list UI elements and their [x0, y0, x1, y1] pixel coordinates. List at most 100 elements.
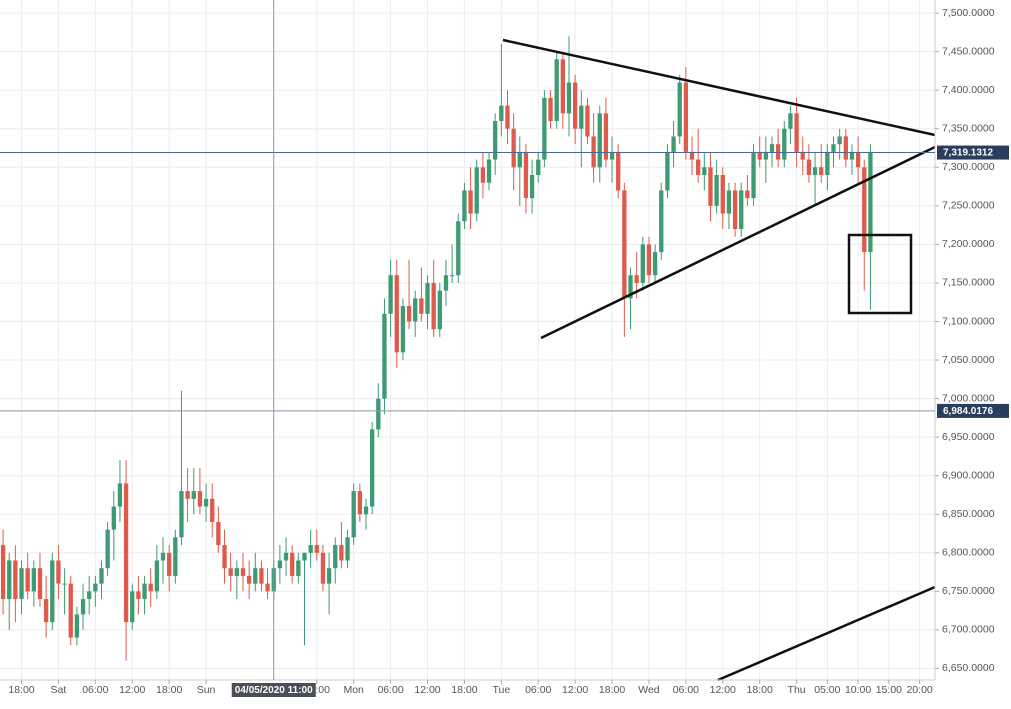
- y-tick-label: 6,900.0000: [942, 469, 995, 481]
- candle-body: [210, 498, 215, 522]
- candle-body: [130, 591, 135, 623]
- highlight-box: [847, 233, 913, 315]
- candle-body: [7, 560, 12, 600]
- candle-body: [259, 568, 264, 584]
- candle-body: [326, 568, 332, 584]
- candle-body: [388, 275, 393, 314]
- candle-body: [68, 583, 73, 638]
- candle-body: [702, 167, 707, 176]
- candle-body: [646, 244, 652, 276]
- candle-body: [819, 167, 824, 176]
- candle-body: [376, 398, 381, 430]
- candle-body: [825, 151, 830, 176]
- candle-body: [345, 537, 350, 561]
- candle-body: [634, 275, 639, 283]
- x-tick-label: 06:00: [673, 684, 699, 696]
- y-tick-label: 7,150.0000: [942, 277, 995, 289]
- candle-body: [277, 560, 283, 569]
- candle-body: [868, 151, 873, 253]
- y-tick-label: 6,750.0000: [942, 585, 995, 597]
- candle-body: [160, 552, 166, 561]
- x-tick-label: Mon: [343, 684, 364, 696]
- x-tick-label: Wed: [638, 684, 660, 696]
- candle-body: [363, 506, 369, 515]
- candle-body: [111, 506, 116, 530]
- candle-body: [689, 151, 695, 160]
- candle-body: [732, 190, 738, 229]
- x-tick-label: 06:00: [377, 684, 403, 696]
- y-tick-label: 6,650.0000: [942, 662, 995, 674]
- candle-body: [523, 151, 529, 199]
- x-tick-label: 12:00: [562, 684, 588, 696]
- x-tick-label: Sun: [197, 684, 216, 696]
- candle-body: [117, 483, 123, 507]
- y-tick-label: 6,850.0000: [942, 508, 995, 520]
- candle-body: [148, 583, 153, 592]
- candle-body: [370, 429, 375, 507]
- candle-body: [228, 568, 233, 576]
- candle-body: [419, 298, 424, 314]
- x-tick-label: Sat: [51, 684, 67, 696]
- y-tick-label: 6,700.0000: [942, 624, 995, 636]
- candle-body: [351, 491, 356, 538]
- candle-body: [763, 151, 768, 160]
- candle-body: [240, 568, 246, 576]
- candle-body: [0, 545, 6, 600]
- candle-body: [339, 545, 344, 561]
- tag-box: [937, 403, 1009, 418]
- candle-body: [511, 128, 516, 168]
- tag-box: [231, 683, 316, 697]
- y-tick-label: 7,000.0000: [942, 392, 995, 404]
- trend-line: [540, 145, 936, 340]
- x-tick-label: 05:00: [814, 684, 840, 696]
- candle-body: [652, 252, 658, 276]
- candle-body: [843, 136, 848, 160]
- candle-body: [37, 568, 43, 600]
- candle-body: [683, 82, 689, 152]
- candle-body: [308, 545, 313, 553]
- candle-body: [449, 275, 455, 277]
- candle-body: [468, 190, 473, 214]
- candle-body: [431, 282, 436, 330]
- candle-body: [560, 59, 565, 114]
- trend-line: [717, 585, 936, 682]
- candle-body: [19, 568, 24, 600]
- candle-body: [234, 568, 239, 576]
- y-tick-label: 7,450.0000: [942, 45, 995, 57]
- candle-body: [80, 599, 86, 615]
- candle-body: [616, 151, 621, 191]
- x-tick-label: Tue: [492, 684, 510, 696]
- candle-body: [517, 151, 522, 168]
- crosshair-time-label: 04/05/2020 11:00: [235, 685, 313, 696]
- crosshair-price-label: 6,984.0176: [943, 406, 993, 417]
- y-tick-label: 7,300.0000: [942, 161, 995, 173]
- y-tick-label: 7,250.0000: [942, 200, 995, 212]
- candle-body: [671, 136, 676, 152]
- candle-body: [480, 167, 486, 183]
- y-tick-label: 7,500.0000: [942, 7, 995, 19]
- candle-body: [456, 221, 461, 276]
- x-tick-label: 18:00: [8, 684, 34, 696]
- y-tick-label: 7,400.0000: [942, 84, 995, 96]
- candle-body: [314, 545, 319, 553]
- candle-body: [462, 190, 467, 222]
- x-tick-label: 18:00: [451, 684, 477, 696]
- candle-body: [628, 275, 633, 299]
- x-tick-label: 18:00: [156, 684, 182, 696]
- y-tick-label: 7,100.0000: [942, 315, 995, 327]
- candle-body: [222, 545, 227, 569]
- candle-body: [659, 190, 664, 253]
- candle-body: [142, 583, 147, 600]
- y-tick-label: 7,350.0000: [942, 123, 995, 135]
- candle-body: [123, 483, 129, 623]
- candle-body: [425, 282, 430, 314]
- candle-body: [320, 552, 326, 584]
- candle-body: [677, 82, 682, 137]
- candle-body: [831, 144, 836, 152]
- candle-body: [757, 151, 762, 160]
- candle-body: [437, 290, 442, 330]
- candle-body: [167, 552, 172, 576]
- x-tick-label: 18:00: [747, 684, 773, 696]
- candle-body: [548, 97, 553, 122]
